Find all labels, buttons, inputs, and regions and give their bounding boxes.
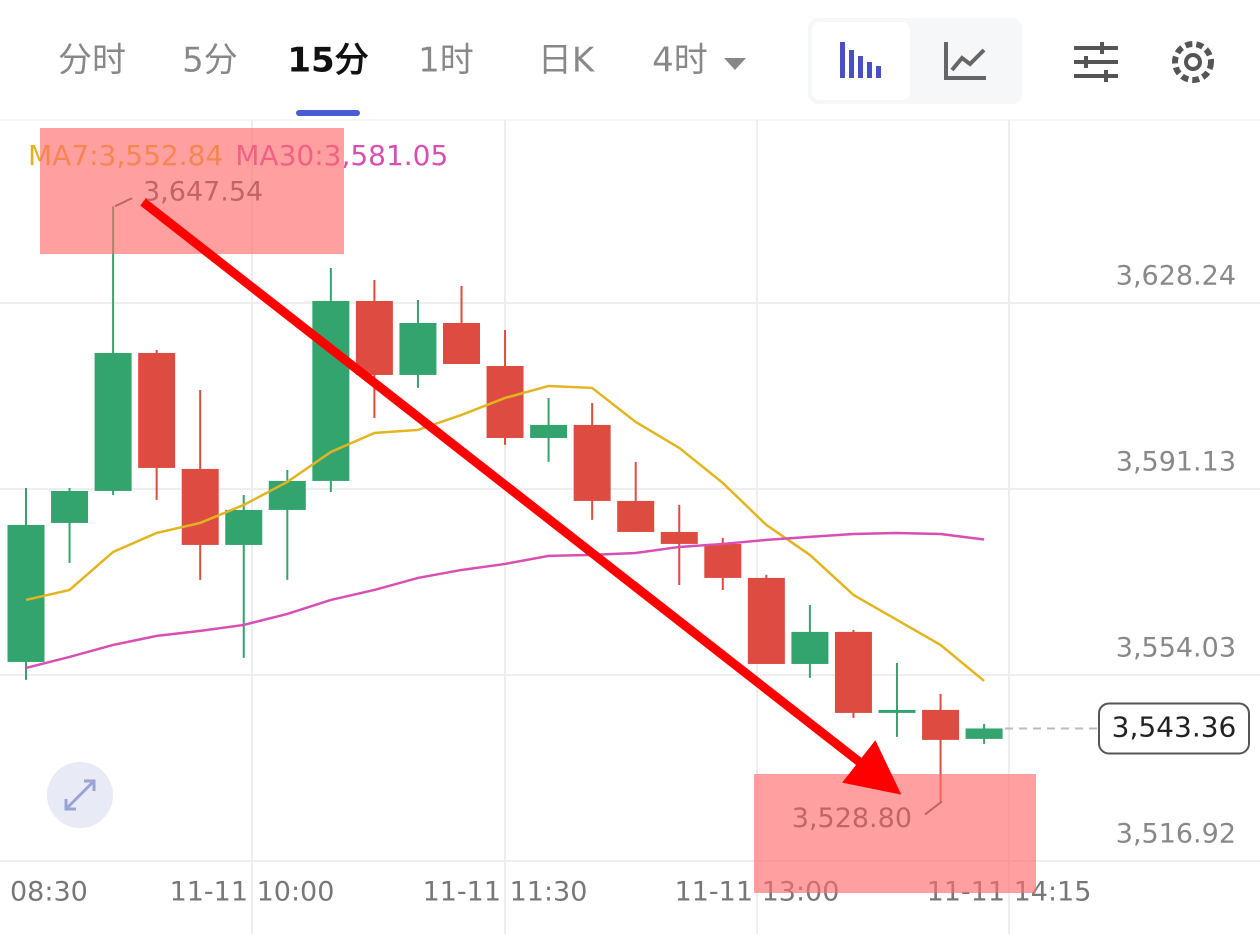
- highlight-box: [40, 128, 344, 254]
- x-tick-label: 08:30: [10, 877, 88, 908]
- tab[interactable]: 分时: [58, 41, 126, 81]
- highlight-box: [754, 774, 1036, 893]
- y-tick-label: 3,516.92: [1116, 819, 1236, 850]
- tab[interactable]: 15分: [287, 41, 368, 81]
- last-price-box: [1098, 702, 1250, 755]
- candle-body: [617, 500, 655, 532]
- bar-view-icon[interactable]: [840, 42, 881, 78]
- last-price-label: 3,543.36: [1112, 710, 1237, 743]
- candle-body: [355, 300, 393, 375]
- tab-underline: [296, 110, 360, 116]
- tab[interactable]: 1时: [418, 41, 474, 81]
- candle-body: [660, 531, 698, 544]
- dropdown-caret[interactable]: [724, 58, 746, 70]
- tab[interactable]: 日K: [538, 41, 596, 81]
- candle-body: [225, 509, 263, 545]
- ma-line: [25, 384, 985, 682]
- candle-body: [94, 352, 132, 491]
- candle-body: [747, 577, 785, 664]
- candle-body: [7, 524, 45, 662]
- candle-body: [268, 480, 306, 510]
- candle-body: [791, 631, 829, 664]
- candle-body: [443, 322, 480, 364]
- gear-icon[interactable]: [1172, 41, 1214, 83]
- y-tick-label: 3,591.13: [1116, 446, 1236, 477]
- ma-line: [25, 531, 985, 670]
- candle-body: [181, 468, 219, 545]
- candle-body: [399, 322, 437, 375]
- candle-body: [922, 709, 960, 740]
- trend-arrow: [140, 198, 902, 795]
- x-tick-label: 11-11 10:00: [170, 877, 335, 908]
- y-tick-label: 3,628.24: [1116, 260, 1236, 291]
- candle-body: [51, 490, 89, 523]
- candle-body: [965, 728, 1003, 739]
- expand-icon: [64, 779, 96, 811]
- candle-body: [573, 424, 611, 501]
- candle-body: [138, 352, 176, 468]
- candle-body: [704, 543, 742, 578]
- candle-body: [530, 424, 568, 438]
- candle-body: [878, 709, 916, 713]
- tab[interactable]: 4时: [652, 41, 708, 81]
- y-tick-label: 3,554.03: [1116, 632, 1236, 663]
- x-tick-label: 11-11 11:30: [423, 877, 588, 908]
- settings-icon[interactable]: [1074, 42, 1118, 82]
- tab[interactable]: 5分: [182, 41, 238, 81]
- line-view-icon[interactable]: [944, 42, 986, 80]
- candle-body: [312, 300, 350, 481]
- candle-body: [834, 631, 872, 713]
